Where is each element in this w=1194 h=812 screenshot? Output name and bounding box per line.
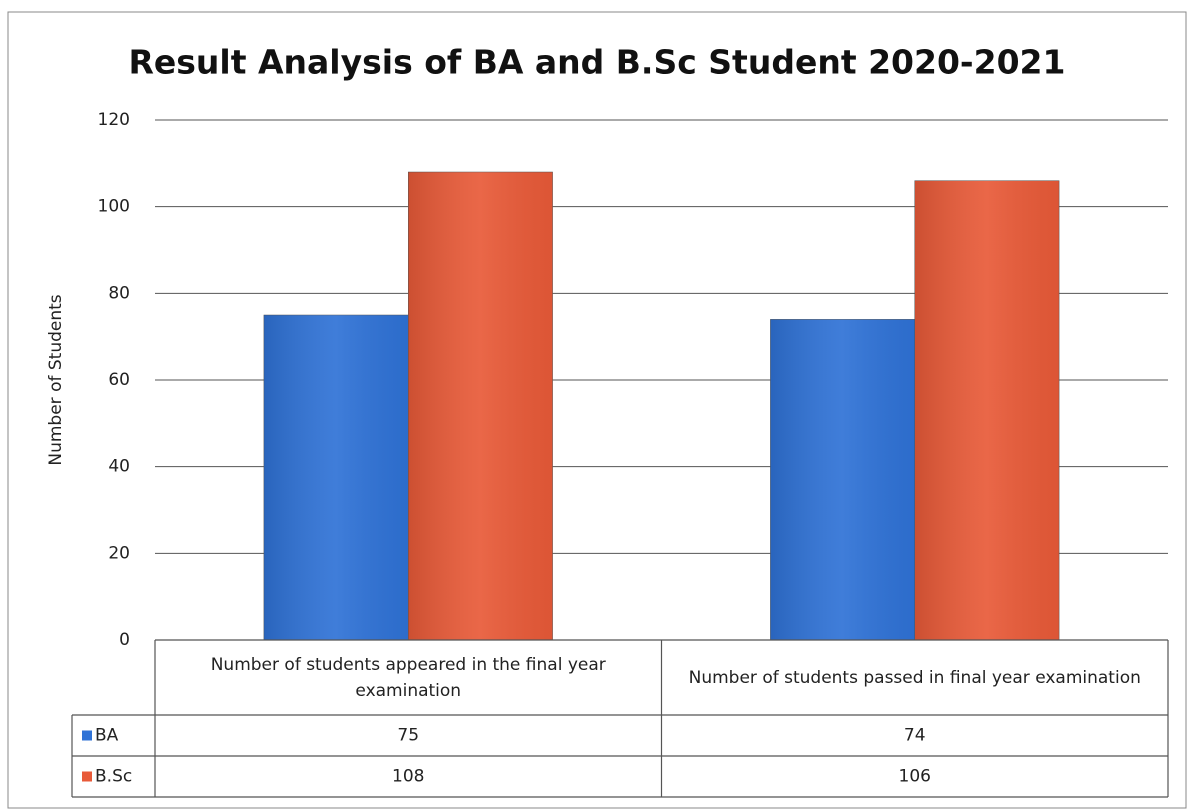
chart-frame	[7, 11, 1187, 809]
bar-shade	[408, 172, 553, 640]
bar-shade	[263, 315, 409, 640]
y-tick-label: 40	[108, 457, 130, 477]
y-axis-title: Number of Students	[46, 294, 66, 465]
legend-swatch	[82, 730, 92, 741]
table-value: 74	[904, 726, 926, 746]
y-tick-label: 20	[108, 543, 130, 563]
legend-swatch	[82, 771, 92, 782]
y-tick-label: 120	[98, 110, 130, 130]
x-tick-label: Number of students passed in final year …	[688, 667, 1141, 688]
table-value: 106	[899, 767, 931, 787]
x-tick-label-box: Number of students passed in final year …	[688, 667, 1141, 688]
table-value: 108	[392, 767, 424, 787]
y-tick-label: 80	[108, 283, 130, 303]
x-tick-label-box: Number of students appeared in the final…	[210, 654, 606, 701]
chart-title: Result Analysis of BA and B.Sc Student 2…	[129, 43, 1066, 82]
bar-shade	[770, 319, 915, 640]
y-tick-label: 60	[108, 370, 130, 390]
y-tick-label: 100	[98, 197, 130, 217]
y-tick-label: 0	[119, 630, 130, 650]
x-tick-label: Number of students appeared in the final…	[210, 654, 606, 701]
legend-label: BA	[95, 726, 119, 746]
legend-label: B.Sc	[95, 767, 132, 787]
table-value: 75	[397, 726, 419, 746]
bar-shade	[914, 180, 1060, 640]
